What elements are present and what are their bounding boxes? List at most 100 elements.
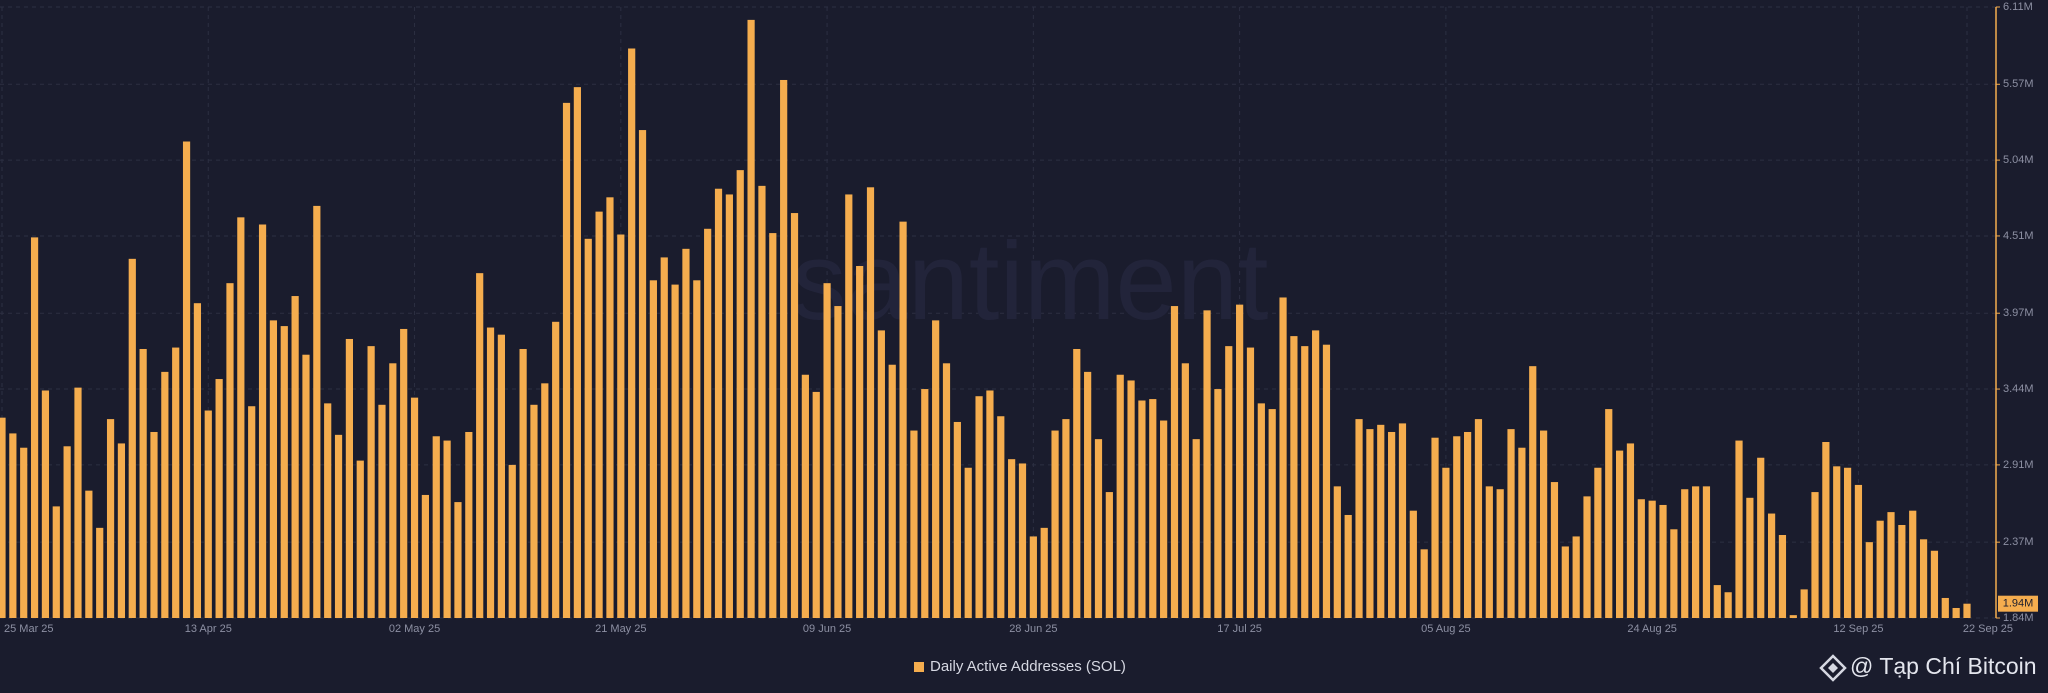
bar bbox=[1724, 592, 1732, 618]
y-tick-label: 3.97M bbox=[2003, 307, 2034, 319]
bar bbox=[215, 379, 223, 618]
bar bbox=[1594, 467, 1602, 618]
bar bbox=[139, 348, 147, 618]
bar bbox=[1409, 510, 1417, 618]
bar bbox=[30, 237, 39, 618]
bar bbox=[0, 417, 6, 618]
bar bbox=[714, 188, 723, 618]
x-tick-label: 24 Aug 25 bbox=[1627, 623, 1677, 635]
bar bbox=[780, 79, 788, 619]
bar bbox=[1550, 482, 1559, 618]
bar bbox=[964, 467, 972, 618]
y-tick-label: 3.44M bbox=[2003, 383, 2034, 395]
bar bbox=[693, 280, 701, 618]
bar bbox=[1713, 585, 1721, 618]
x-tick-label: 02 May 25 bbox=[389, 623, 440, 635]
bar bbox=[1572, 536, 1580, 618]
bar bbox=[1952, 607, 1960, 618]
bar bbox=[1670, 529, 1678, 618]
bar bbox=[465, 431, 473, 618]
bar bbox=[41, 390, 50, 618]
bar bbox=[1181, 363, 1189, 618]
brand-icon bbox=[1819, 654, 1847, 682]
bar bbox=[1062, 419, 1070, 618]
x-tick-label: 28 Jun 25 bbox=[1009, 623, 1057, 635]
bar bbox=[258, 224, 267, 618]
x-tick-label: 17 Jul 25 bbox=[1217, 623, 1262, 635]
bar bbox=[975, 396, 983, 618]
bar bbox=[638, 130, 647, 619]
bar bbox=[1941, 597, 1949, 618]
bar bbox=[117, 443, 126, 618]
bar bbox=[812, 391, 820, 618]
bar bbox=[204, 410, 212, 618]
bar bbox=[1811, 492, 1819, 618]
bars bbox=[0, 19, 1971, 619]
bar bbox=[953, 421, 961, 618]
bar bbox=[1746, 497, 1754, 618]
bar bbox=[1214, 389, 1222, 618]
brand-diamond bbox=[1819, 654, 1847, 682]
brand: @ Tạp Chí Bitcoin bbox=[1819, 653, 2037, 682]
bar bbox=[790, 213, 799, 619]
bar bbox=[497, 334, 505, 618]
bar bbox=[1149, 399, 1157, 618]
bar bbox=[1659, 504, 1667, 618]
bar bbox=[150, 431, 158, 618]
bar bbox=[1203, 310, 1211, 618]
bar bbox=[1637, 499, 1645, 618]
bar bbox=[421, 494, 429, 618]
bar bbox=[356, 460, 364, 618]
bar bbox=[1691, 486, 1700, 618]
bar bbox=[106, 419, 115, 618]
bar bbox=[1192, 439, 1200, 618]
y-tick-label: 5.04M bbox=[2003, 154, 2034, 166]
bar bbox=[736, 170, 744, 618]
bar bbox=[1333, 486, 1341, 618]
bar bbox=[519, 348, 527, 618]
brand-text: @ Tạp Chí Bitcoin bbox=[1850, 653, 2037, 679]
bar bbox=[801, 374, 809, 618]
bar bbox=[1029, 536, 1037, 618]
bar bbox=[443, 440, 451, 618]
bar bbox=[1474, 419, 1483, 618]
bar bbox=[161, 371, 169, 618]
bar bbox=[845, 194, 853, 618]
bar bbox=[1073, 348, 1081, 618]
bar bbox=[1507, 429, 1515, 618]
bar bbox=[1246, 347, 1255, 618]
bar bbox=[628, 48, 636, 619]
bar bbox=[660, 257, 668, 618]
bar bbox=[1605, 409, 1613, 618]
bar bbox=[1496, 489, 1504, 618]
bar bbox=[454, 502, 462, 618]
bar bbox=[1301, 346, 1309, 618]
bar bbox=[606, 197, 614, 619]
bar bbox=[1225, 346, 1233, 618]
bar bbox=[552, 321, 560, 618]
bar bbox=[1116, 374, 1124, 618]
bar bbox=[1279, 297, 1287, 618]
bar bbox=[1822, 441, 1830, 618]
bar bbox=[1648, 500, 1656, 618]
x-tick-label: 22 Sep 25 bbox=[1963, 623, 2013, 635]
bar bbox=[1008, 459, 1016, 618]
bar bbox=[1615, 450, 1624, 618]
bar bbox=[704, 228, 712, 618]
bar bbox=[1442, 467, 1450, 618]
bar bbox=[193, 303, 202, 618]
bar bbox=[172, 347, 180, 618]
x-tick-label: 21 May 25 bbox=[595, 623, 646, 635]
bar bbox=[888, 364, 896, 618]
bar bbox=[541, 383, 549, 618]
bar bbox=[1094, 439, 1103, 618]
bar bbox=[1583, 496, 1591, 618]
bar bbox=[573, 87, 581, 618]
bar bbox=[1018, 463, 1027, 618]
bar bbox=[1702, 486, 1711, 618]
bar bbox=[1431, 437, 1439, 618]
bar bbox=[1344, 514, 1352, 618]
bar bbox=[1909, 510, 1917, 618]
bar bbox=[128, 258, 136, 618]
